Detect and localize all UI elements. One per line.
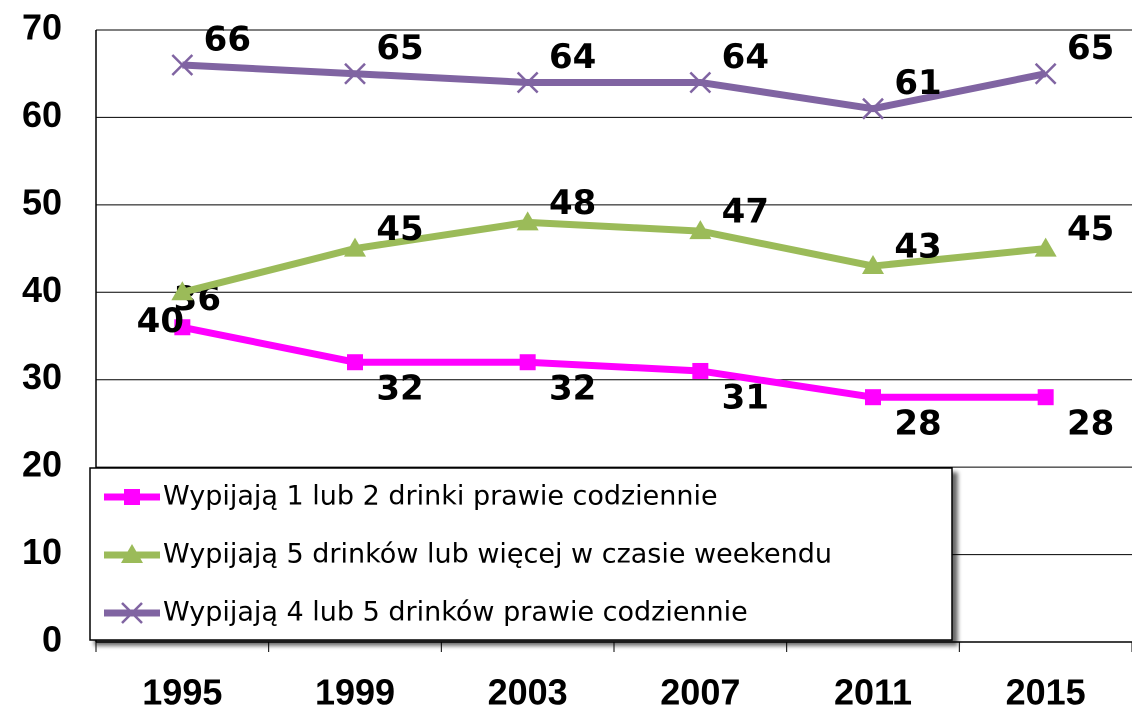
y-tick-label: 60	[22, 94, 62, 135]
marker	[689, 220, 712, 240]
data-label: 61	[894, 63, 941, 103]
marker	[862, 97, 884, 120]
series-line	[181, 218, 1047, 296]
y-tick-label: 70	[22, 7, 62, 48]
y-tick-label: 50	[22, 181, 62, 222]
marker	[1034, 237, 1057, 257]
marker	[519, 354, 536, 371]
data-label: 32	[549, 369, 596, 409]
x-tick-label: 1999	[315, 672, 395, 713]
y-tick-label: 30	[22, 356, 62, 397]
x-tick-label: 1995	[142, 672, 222, 713]
x-tick-label: 2011	[834, 672, 912, 713]
data-label: 40	[137, 301, 184, 341]
x-tick-label: 2007	[660, 672, 740, 713]
marker	[689, 71, 712, 94]
data-label: 66	[204, 19, 251, 59]
y-tick-label: 40	[22, 269, 62, 310]
data-label: 47	[722, 192, 769, 232]
series-line	[182, 61, 1047, 113]
marker	[516, 71, 539, 94]
y-tick-label: 0	[42, 619, 62, 660]
marker	[124, 489, 140, 505]
marker	[121, 544, 143, 563]
data-label: 32	[376, 369, 423, 409]
data-label: 65	[376, 28, 423, 68]
marker	[347, 354, 363, 371]
marker	[862, 255, 884, 275]
data-label: 43	[894, 227, 941, 267]
data-label: 65	[1067, 28, 1114, 68]
y-tick-label: 20	[22, 444, 62, 485]
legend-label: Wypijają 1 lub 2 drinki prawie codzienni…	[163, 481, 718, 512]
x-tick-label: 2015	[1006, 672, 1086, 713]
data-label: 45	[1067, 209, 1114, 249]
data-label: 28	[894, 404, 941, 444]
data-label: 48	[549, 183, 596, 223]
legend-label: Wypijają 5 drinków lub więcej w czasie w…	[163, 539, 832, 570]
data-label: 64	[549, 37, 596, 77]
data-label: 31	[722, 377, 769, 417]
marker	[1034, 62, 1057, 85]
marker	[516, 211, 539, 231]
marker	[171, 281, 194, 301]
legend-box	[89, 467, 953, 641]
marker	[121, 602, 143, 624]
marker	[692, 362, 709, 379]
marker	[865, 389, 881, 406]
marker	[344, 62, 366, 85]
marker	[344, 237, 366, 257]
marker	[1037, 389, 1054, 406]
legend-label: Wypijają 4 lub 5 drinków prawie codzienn…	[163, 597, 748, 628]
y-tick-label: 10	[22, 531, 62, 572]
x-tick-label: 2003	[488, 672, 568, 713]
marker	[171, 54, 194, 76]
data-label: 45	[376, 209, 423, 249]
data-label: 64	[722, 37, 769, 77]
data-label: 28	[1067, 404, 1114, 444]
series-line	[181, 323, 1046, 401]
marker	[174, 319, 191, 336]
